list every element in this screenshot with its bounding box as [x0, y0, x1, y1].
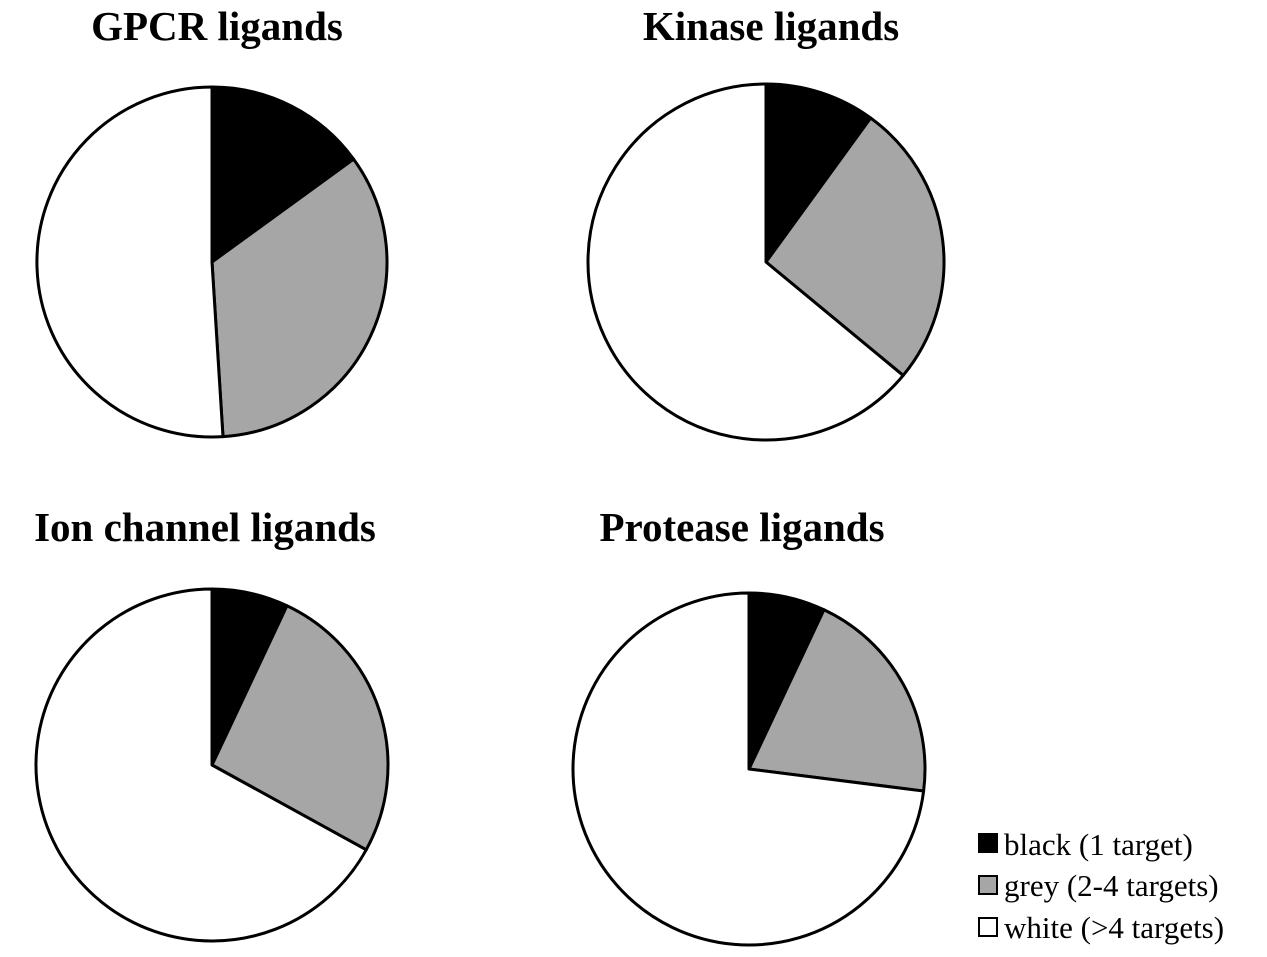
pie-slice-white — [571, 591, 926, 947]
pie-chart-gpcr: GPCR ligands — [35, 3, 389, 439]
legend-swatch-black — [978, 833, 998, 853]
pie-chart-kinase: Kinase ligands — [586, 3, 946, 442]
legend-label-black: black (1 target) — [1004, 827, 1193, 862]
pie-slices-kinase — [586, 82, 946, 442]
pie-slice-white — [586, 82, 905, 442]
chart-title-protease: Protease ligands — [599, 504, 884, 550]
pie-slice-grey — [747, 608, 927, 793]
pie-chart-ion-channel: Ion channel ligands — [34, 504, 390, 943]
pie-slice-black — [210, 85, 356, 264]
legend-label-white: white (>4 targets) — [1004, 910, 1224, 945]
chart-title-ion-channel: Ion channel ligands — [34, 504, 376, 550]
pie-slices-gpcr — [35, 85, 389, 439]
legend: black (1 target) grey (2-4 targets) whit… — [978, 827, 1224, 945]
chart-title-gpcr: GPCR ligands — [91, 3, 343, 49]
legend-item-grey: grey (2-4 targets) — [978, 868, 1219, 903]
pie-slices-ion-channel — [34, 587, 390, 943]
pie-slice-grey — [210, 157, 389, 439]
legend-item-black: black (1 target) — [978, 827, 1193, 862]
pie-slices-protease — [571, 591, 927, 947]
legend-label-grey: grey (2-4 targets) — [1004, 868, 1219, 903]
chart-title-kinase: Kinase ligands — [643, 3, 899, 49]
pie-slice-white — [35, 85, 225, 439]
legend-swatch-white — [978, 917, 998, 937]
legend-swatch-grey — [978, 875, 998, 895]
pie-slice-grey — [764, 116, 946, 377]
pie-chart-protease: Protease ligands — [571, 504, 927, 947]
legend-item-white: white (>4 targets) — [978, 910, 1224, 945]
pie-slice-black — [764, 82, 873, 264]
pie-slice-white — [34, 587, 368, 943]
